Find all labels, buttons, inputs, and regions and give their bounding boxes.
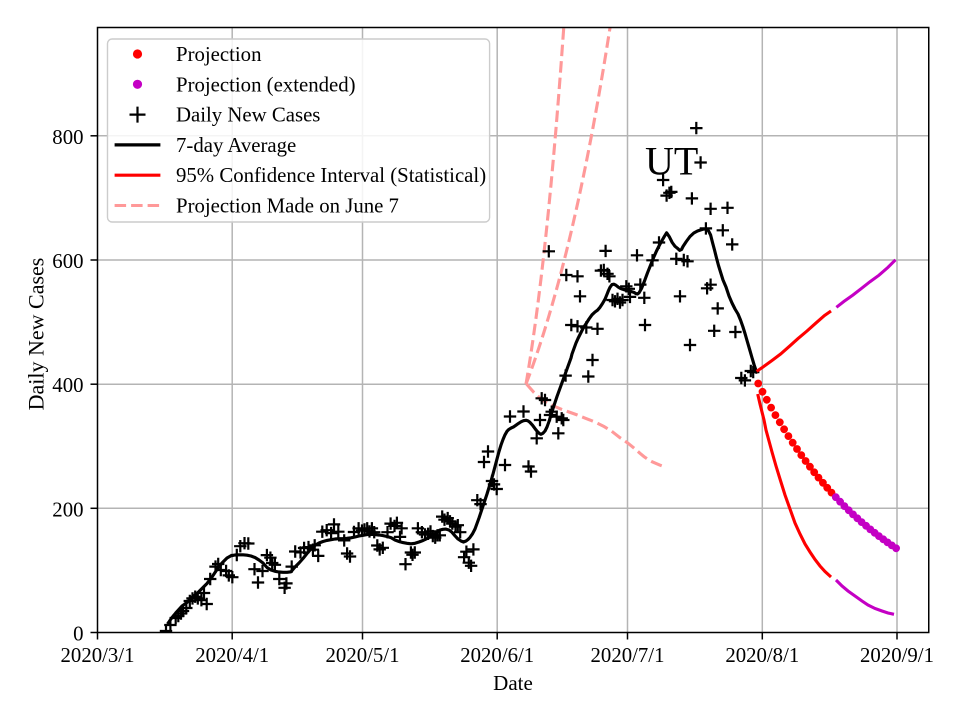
svg-text:600: 600	[52, 250, 83, 273]
svg-text:Projection (extended): Projection (extended)	[176, 73, 356, 96]
svg-text:2020/7/1: 2020/7/1	[591, 644, 665, 667]
svg-text:Date: Date	[493, 671, 533, 695]
svg-text:2020/6/1: 2020/6/1	[460, 644, 534, 667]
svg-text:2020/4/1: 2020/4/1	[195, 644, 269, 667]
svg-text:400: 400	[52, 374, 83, 397]
svg-text:Projection: Projection	[176, 43, 262, 66]
svg-text:UT: UT	[645, 139, 698, 184]
svg-text:7-day Average: 7-day Average	[176, 134, 296, 157]
svg-text:Daily New Cases: Daily New Cases	[176, 104, 320, 127]
svg-text:200: 200	[52, 498, 83, 521]
svg-text:800: 800	[52, 126, 83, 149]
svg-text:2020/9/1: 2020/9/1	[860, 644, 934, 667]
svg-text:Daily New Cases: Daily New Cases	[24, 258, 49, 411]
svg-text:2020/3/1: 2020/3/1	[61, 644, 135, 667]
svg-text:2020/8/1: 2020/8/1	[725, 644, 799, 667]
svg-text:Projection Made on June 7: Projection Made on June 7	[176, 195, 399, 218]
svg-text:95% Confidence Interval (Stati: 95% Confidence Interval (Statistical)	[176, 164, 486, 187]
svg-text:0: 0	[73, 623, 83, 646]
svg-text:2020/5/1: 2020/5/1	[326, 644, 400, 667]
